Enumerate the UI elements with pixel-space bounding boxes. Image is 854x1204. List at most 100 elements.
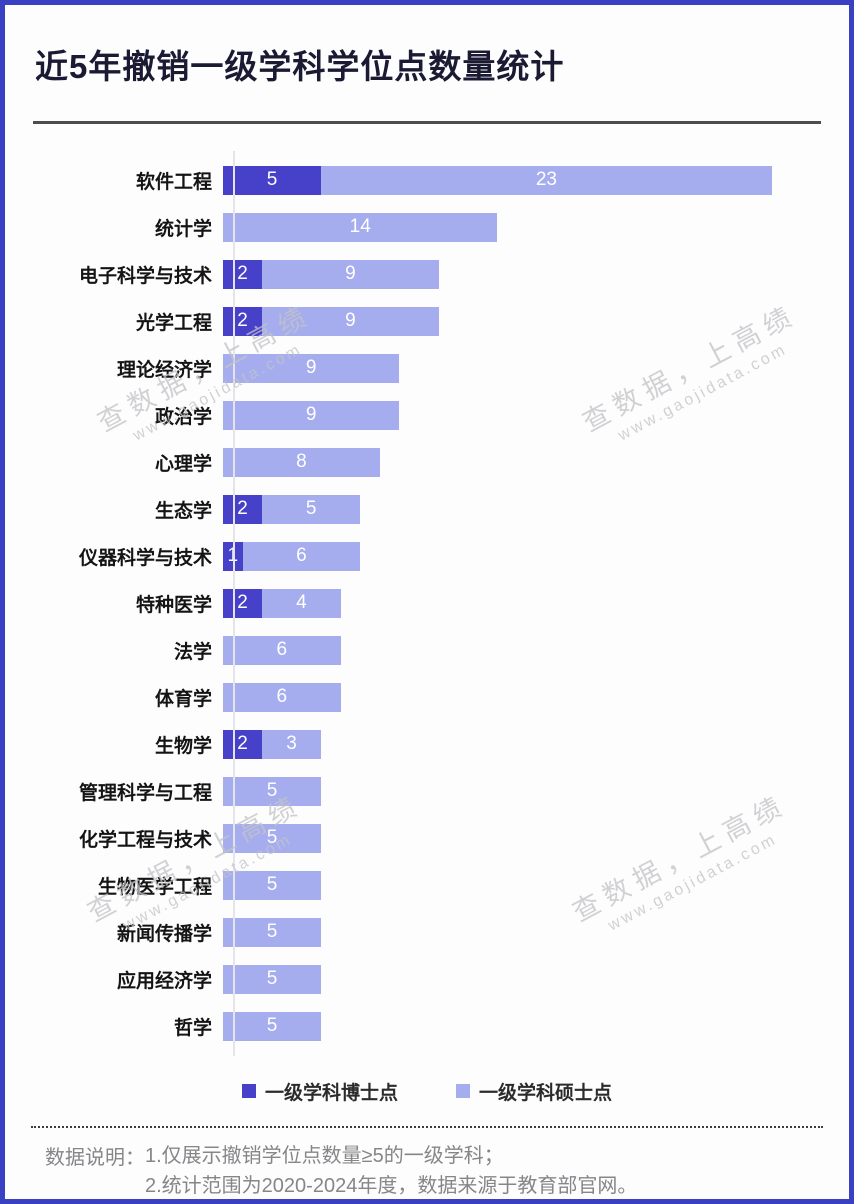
bar-rows-container: 软件工程 5 23 统计学 14 电子科学与技术 2 9 光学工程 2 9 理论经济学 9 政治学 9 心理学… (5, 157, 849, 1050)
row-plot-area: 5 (223, 964, 849, 994)
category-label: 统计学 (154, 218, 212, 240)
doctoral-swatch-icon (241, 1084, 256, 1099)
masters-bar-segment: 6 (223, 682, 341, 712)
chart-row: 软件工程 5 23 (5, 157, 849, 204)
category-label: 体育学 (154, 688, 212, 710)
chart-row: 化学工程与技术 5 (5, 815, 849, 862)
category-label: 生物学 (154, 735, 212, 757)
row-plot-area: 5 (223, 823, 849, 853)
chart-row: 光学工程 2 9 (5, 298, 849, 345)
category-label: 仪器科学与技术 (78, 547, 212, 569)
row-plot-area: 6 (223, 635, 849, 665)
chart-row: 哲学 5 (5, 1003, 849, 1050)
row-plot-area: 6 (223, 682, 849, 712)
footer-label: 数据说明： (45, 1146, 145, 1169)
row-plot-area: 5 (223, 870, 849, 900)
chart-row: 应用经济学 5 (5, 956, 849, 1003)
doctoral-bar-segment: 5 (223, 165, 321, 195)
chart-row: 特种医学 2 4 (5, 580, 849, 627)
bar-chart: 软件工程 5 23 统计学 14 电子科学与技术 2 9 光学工程 2 9 理论经济学 9 政治学 9 心理学… (5, 150, 849, 1056)
doctoral-bar-segment: 2 (223, 729, 263, 759)
chart-row: 生态学 2 5 (5, 486, 849, 533)
chart-row: 仪器科学与技术 16 (5, 533, 849, 580)
legend-item-masters: 一级学科硕士点 (456, 1078, 612, 1105)
chart-row: 心理学 8 (5, 439, 849, 486)
footer-notes: 数据说明： 1.仅展示撤销学位点数量≥5的一级学科； 2.统计范围为2020-2… (31, 1125, 823, 1199)
chart-row: 新闻传播学 5 (5, 909, 849, 956)
chart-row: 生物医学工程 5 (5, 862, 849, 909)
masters-bar-segment: 5 (223, 870, 321, 900)
masters-bar-segment: 9 (223, 400, 400, 430)
masters-bar-segment: 9 (262, 259, 439, 289)
category-label: 心理学 (154, 453, 212, 475)
row-plot-area: 9 (223, 400, 849, 430)
masters-bar-segment: 5 (223, 917, 321, 947)
masters-legend-label: 一级学科硕士点 (479, 1082, 613, 1104)
doctoral-bar-segment: 1 (223, 541, 243, 571)
footer-note-1: 1.仅展示撤销学位点数量≥5的一级学科； (145, 1144, 504, 1167)
masters-bar-segment: 6 (242, 541, 361, 571)
category-label: 理论经济学 (116, 359, 212, 381)
masters-bar-segment: 23 (321, 165, 772, 195)
chart-row: 生物学 2 3 (5, 721, 849, 768)
footer-note-2: 2.统计范围为2020-2024年度，数据来源于教育部官网。 (145, 1174, 638, 1197)
row-plot-area: 14 (223, 212, 849, 242)
y-axis-line (233, 150, 235, 1056)
masters-bar-segment: 9 (223, 353, 400, 383)
chart-row: 政治学 9 (5, 392, 849, 439)
chart-legend: 一级学科博士点 一级学科硕士点 (5, 1078, 849, 1105)
category-label: 应用经济学 (116, 970, 212, 992)
masters-bar-segment: 5 (223, 776, 321, 806)
page-title: 近5年撤销一级学科学位点数量统计 (35, 48, 565, 85)
doctoral-bar-segment: 2 (223, 259, 263, 289)
masters-bar-segment: 9 (262, 306, 439, 336)
category-label: 哲学 (173, 1017, 212, 1039)
doctoral-bar-segment: 2 (223, 494, 263, 524)
legend-item-doctoral: 一级学科博士点 (241, 1078, 398, 1105)
row-plot-area: 16 (223, 541, 849, 571)
doctoral-legend-label: 一级学科博士点 (264, 1082, 398, 1104)
category-label: 化学工程与技术 (78, 829, 212, 851)
title-divider (33, 120, 821, 124)
chart-row: 管理科学与工程 5 (5, 768, 849, 815)
category-label: 政治学 (154, 406, 212, 428)
category-label: 光学工程 (135, 312, 212, 334)
row-plot-area: 5 (223, 1011, 849, 1041)
footer-notes-text: 1.仅展示撤销学位点数量≥5的一级学科； 2.统计范围为2020-2024年度，… (145, 1141, 638, 1199)
masters-bar-segment: 14 (223, 212, 498, 242)
category-label: 电子科学与技术 (78, 265, 212, 287)
chart-row: 统计学 14 (5, 204, 849, 251)
masters-swatch-icon (456, 1084, 470, 1099)
chart-row: 体育学 6 (5, 674, 849, 721)
doctoral-bar-segment: 2 (223, 306, 263, 336)
row-plot-area: 5 (223, 917, 849, 947)
category-label: 生物医学工程 (97, 876, 212, 898)
masters-bar-segment: 3 (262, 729, 321, 759)
category-label: 管理科学与工程 (78, 782, 212, 804)
masters-bar-segment: 5 (223, 1011, 321, 1041)
row-plot-area: 8 (223, 447, 849, 477)
category-label: 法学 (173, 641, 212, 663)
row-plot-area: 5 (223, 776, 849, 806)
masters-bar-segment: 5 (223, 964, 321, 994)
doctoral-bar-segment: 2 (223, 588, 263, 618)
category-label: 软件工程 (135, 171, 212, 193)
chart-row: 电子科学与技术 2 9 (5, 251, 849, 298)
row-plot-area: 9 (223, 353, 849, 383)
chart-row: 理论经济学 9 (5, 345, 849, 392)
category-label: 新闻传播学 (116, 923, 212, 945)
chart-row: 法学 6 (5, 627, 849, 674)
masters-bar-segment: 5 (262, 494, 361, 524)
masters-bar-segment: 8 (223, 447, 380, 477)
category-label: 生态学 (154, 500, 212, 522)
row-plot-area: 5 23 (223, 165, 849, 195)
masters-bar-segment: 5 (223, 823, 321, 853)
masters-bar-segment: 6 (223, 635, 341, 665)
masters-bar-segment: 4 (262, 588, 341, 618)
